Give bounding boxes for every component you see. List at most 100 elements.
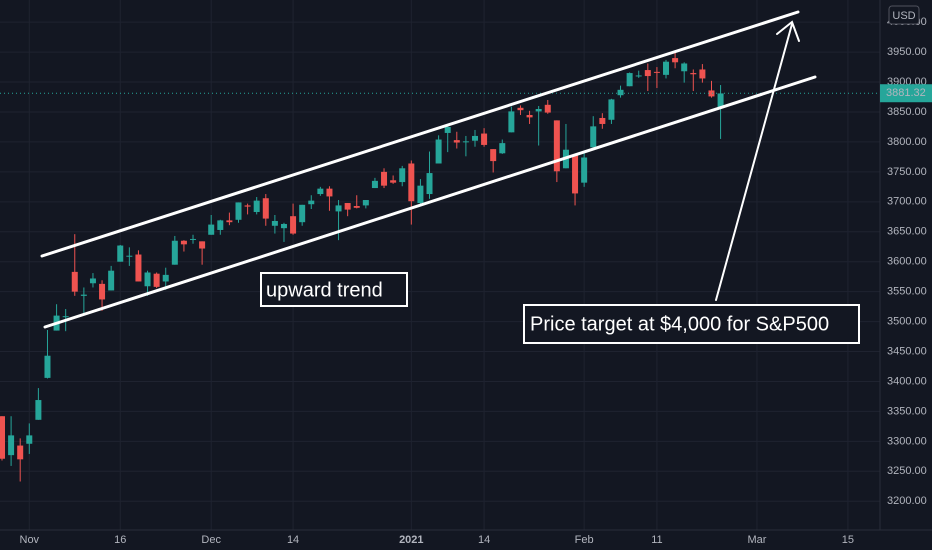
candle-body — [708, 90, 715, 97]
candle-body — [690, 73, 697, 75]
candle-body — [299, 204, 306, 223]
candle-body — [481, 133, 488, 145]
x-tick-label: Feb — [575, 534, 594, 546]
y-tick-label: 3650.00 — [887, 226, 927, 238]
x-tick-label: 14 — [287, 534, 299, 546]
y-tick-label: 3850.00 — [887, 106, 927, 118]
candle-body — [553, 120, 560, 172]
candle-body — [435, 139, 442, 164]
candle-body — [417, 185, 424, 204]
candle-body — [444, 126, 451, 133]
last-price-badge — [880, 84, 932, 103]
y-tick-label: 3200.00 — [887, 495, 927, 507]
candle-body — [590, 126, 597, 148]
candle-body — [99, 283, 106, 300]
candle-body — [144, 272, 151, 287]
candle-body — [108, 270, 115, 291]
x-tick-label: Mar — [747, 534, 766, 546]
candle-body — [44, 355, 51, 378]
currency: USD — [892, 10, 915, 22]
y-tick-label: 3250.00 — [887, 465, 927, 477]
y-tick-label: 3700.00 — [887, 196, 927, 208]
x-tick-label: 14 — [478, 534, 490, 546]
candle-body — [408, 163, 415, 202]
y-tick-label: 3450.00 — [887, 345, 927, 357]
candle-body — [617, 89, 624, 96]
candle-body — [180, 240, 187, 245]
candle-body — [17, 445, 24, 460]
x-tick-label: 11 — [651, 534, 662, 546]
candle-body — [599, 117, 606, 124]
candle-body — [280, 223, 287, 229]
candle-body — [490, 149, 497, 162]
candle-body — [517, 107, 524, 111]
lower-trend-line — [43, 75, 817, 329]
candle-body — [171, 240, 178, 265]
candle-body — [308, 200, 315, 205]
candle-body — [135, 254, 142, 282]
candle-body — [89, 278, 96, 284]
currency-badge[interactable] — [888, 5, 920, 25]
candle-body — [253, 200, 260, 212]
candle-body — [390, 180, 397, 183]
candle-body — [499, 143, 506, 154]
arrow-head — [776, 20, 800, 42]
y-tick-label: 3300.00 — [887, 435, 927, 447]
x-tick-label: 15 — [842, 534, 854, 546]
candle-body — [262, 198, 269, 219]
candle-body — [626, 73, 633, 87]
upper-trend-line — [40, 10, 800, 258]
candle-body — [608, 99, 615, 120]
candle-body — [508, 111, 515, 133]
candle-body — [271, 220, 278, 226]
candle-body — [663, 61, 670, 75]
candle-body — [335, 205, 342, 212]
candle-body — [62, 316, 69, 318]
candle-body — [326, 188, 333, 197]
y-tick-label: 3400.00 — [887, 375, 927, 387]
candle-body — [35, 400, 42, 420]
candle-body — [535, 108, 542, 112]
candle-body — [244, 205, 251, 207]
candle-body — [235, 202, 242, 220]
candle-body — [217, 220, 224, 230]
candle-body — [644, 70, 651, 77]
candle-body — [526, 114, 533, 118]
candle-body — [353, 206, 360, 208]
candle-body — [362, 200, 369, 206]
candle-body — [471, 135, 478, 141]
target-arrow — [715, 23, 793, 301]
drawings — [40, 10, 817, 329]
candle-body — [162, 274, 169, 282]
annotation-box — [260, 272, 408, 307]
candle-body — [199, 241, 206, 249]
candle-body — [153, 273, 160, 287]
y-tick-label: 3600.00 — [887, 256, 927, 268]
candle-body — [544, 104, 551, 113]
last-price-label: 3881.32 — [886, 87, 926, 99]
candle-body — [672, 58, 679, 63]
axes: 3200.00 3250.00 3300.00 3350.00 3400.00 3450.… — [20, 16, 932, 546]
candle-body — [453, 140, 460, 143]
candle-body — [290, 216, 297, 234]
candle-body — [399, 168, 406, 183]
x-tick-label: 16 — [114, 534, 126, 546]
annotation: Price target at $4,000 for S&P500 — [530, 313, 829, 335]
candle-body — [572, 155, 579, 194]
candle-body — [371, 180, 378, 189]
candle-body — [190, 238, 197, 240]
candle-body — [317, 188, 324, 195]
candle-body — [8, 435, 15, 456]
y-tick-label: 3950.00 — [887, 46, 927, 58]
candle-body — [226, 220, 233, 223]
candle-body — [381, 171, 388, 186]
y-tick-label: 3350.00 — [887, 405, 927, 417]
annotation: upward trend — [266, 279, 383, 301]
candle-body — [462, 141, 469, 143]
y-tick-label: 3550.00 — [887, 286, 927, 298]
candle-body — [426, 173, 433, 195]
candle-body — [117, 245, 124, 262]
candle-body — [126, 255, 133, 257]
